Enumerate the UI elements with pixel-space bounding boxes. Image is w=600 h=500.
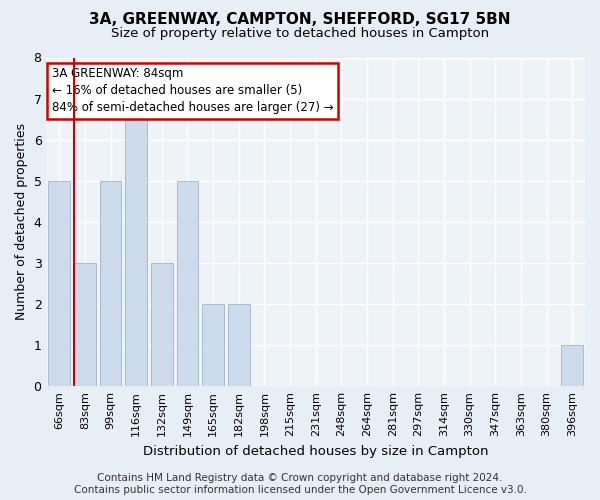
Bar [100, 181, 121, 386]
Text: Size of property relative to detached houses in Campton: Size of property relative to detached ho… [111, 28, 489, 40]
Bar [125, 98, 147, 386]
Text: 3A, GREENWAY, CAMPTON, SHEFFORD, SG17 5BN: 3A, GREENWAY, CAMPTON, SHEFFORD, SG17 5B… [89, 12, 511, 28]
Y-axis label: Number of detached properties: Number of detached properties [15, 124, 28, 320]
Text: Contains HM Land Registry data © Crown copyright and database right 2024.
Contai: Contains HM Land Registry data © Crown c… [74, 474, 526, 495]
Bar [151, 263, 173, 386]
Text: 3A GREENWAY: 84sqm
← 16% of detached houses are smaller (5)
84% of semi-detached: 3A GREENWAY: 84sqm ← 16% of detached hou… [52, 68, 334, 114]
Bar [202, 304, 224, 386]
Bar [49, 181, 70, 386]
X-axis label: Distribution of detached houses by size in Campton: Distribution of detached houses by size … [143, 444, 488, 458]
Bar [74, 263, 96, 386]
Bar [228, 304, 250, 386]
Bar [561, 345, 583, 386]
Bar [176, 181, 199, 386]
